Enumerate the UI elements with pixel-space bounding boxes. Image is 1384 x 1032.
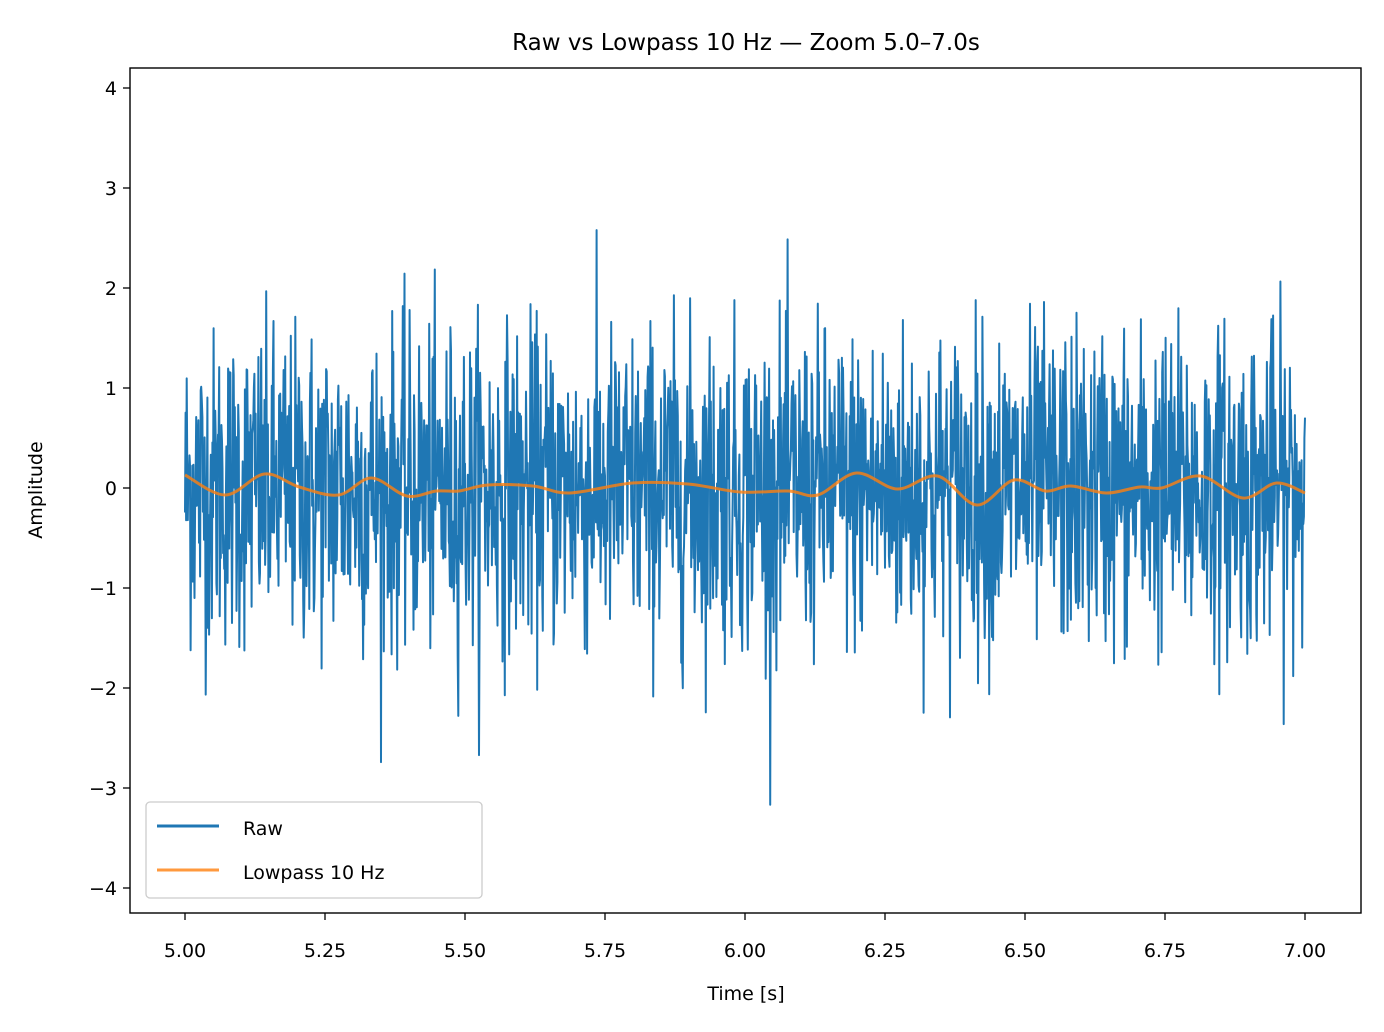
legend-box	[145, 801, 483, 899]
x-tick-label: 6.25	[864, 940, 906, 962]
y-tick-label: 2	[105, 278, 117, 300]
legend: Raw Lowpass 10 Hz	[145, 801, 483, 899]
x-tick-label: 6.50	[1004, 940, 1046, 962]
y-tick-label: 1	[105, 378, 117, 400]
lowpass-series-line	[184, 471, 1306, 507]
y-tick-label: −4	[89, 878, 117, 900]
chart-title: Raw vs Lowpass 10 Hz — Zoom 5.0–7.0s	[512, 30, 980, 56]
y-tick-label: 4	[105, 78, 117, 100]
y-tick-label: −2	[89, 678, 117, 700]
x-tick-label: 5.25	[304, 940, 346, 962]
x-tick-label: 5.75	[584, 940, 626, 962]
y-axis-label: Amplitude	[25, 441, 47, 538]
y-tick-label: 0	[105, 478, 117, 500]
legend-lowpass-label: Lowpass 10 Hz	[243, 862, 384, 884]
plot-area	[184, 229, 1306, 806]
x-tick-label: 7.00	[1284, 940, 1326, 962]
x-tick-label: 6.75	[1144, 940, 1186, 962]
raw-series-line	[184, 229, 1306, 806]
x-tick-label: 5.00	[164, 940, 206, 962]
x-tick-label: 5.50	[444, 940, 486, 962]
x-tick-label: 6.00	[724, 940, 766, 962]
y-tick-label: −3	[89, 778, 117, 800]
y-tick-label: 3	[105, 178, 117, 200]
y-axis: −4 −3 −2 −1 0 1 2 3 4	[89, 78, 130, 900]
y-tick-label: −1	[89, 578, 117, 600]
x-axis: 5.00 5.25 5.50 5.75 6.00 6.25 6.50 6.75 7.00	[164, 913, 1326, 962]
x-axis-label: Time [s]	[706, 983, 784, 1005]
legend-raw-label: Raw	[243, 818, 283, 840]
